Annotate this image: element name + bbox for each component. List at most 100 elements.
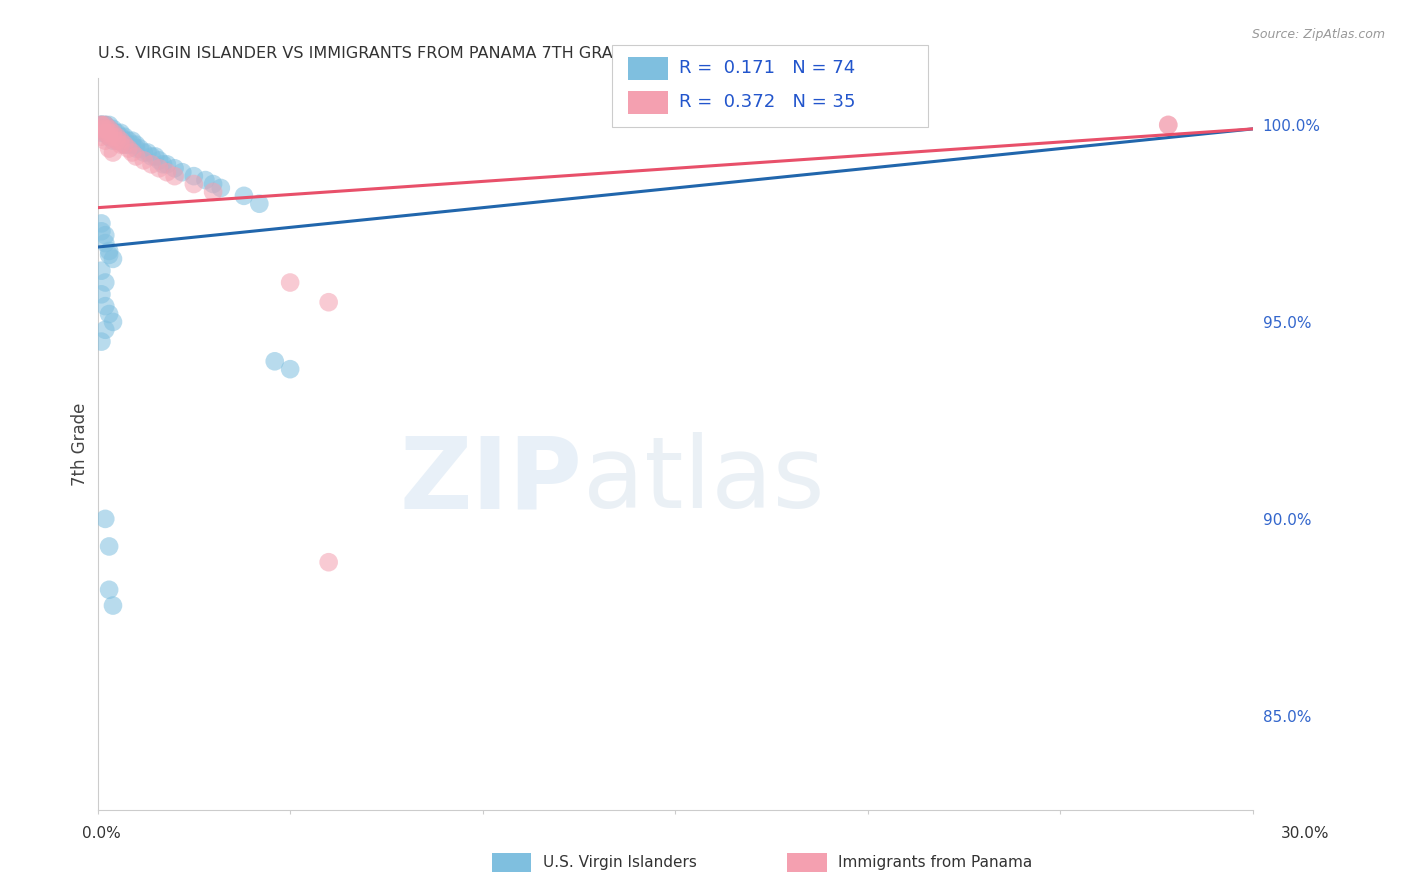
Point (94, 126, 117, 140)
Point (101, 134, 124, 148)
Point (90, 118, 112, 132)
Point (141, 157, 163, 171)
Point (94, 118, 117, 132)
Point (163, 161, 186, 176)
Point (94, 276, 117, 290)
Point (98, 121, 121, 136)
Point (114, 137, 136, 152)
Point (101, 129, 124, 144)
Point (183, 177, 205, 191)
Point (202, 185, 225, 199)
Point (90, 216, 112, 230)
Point (156, 165, 179, 179)
Point (125, 149, 148, 163)
Point (90, 263, 112, 277)
Text: ZIP: ZIP (399, 432, 583, 529)
Point (263, 354, 285, 368)
Point (98, 540, 121, 554)
Text: R =  0.372   N = 35: R = 0.372 N = 35 (679, 93, 856, 111)
Point (90, 126, 112, 140)
Point (94, 134, 117, 148)
Point (90, 224, 112, 238)
Point (101, 145, 124, 160)
Point (98, 121, 121, 136)
Point (125, 142, 148, 156)
Point (110, 129, 132, 144)
Point (90, 129, 112, 144)
Point (101, 129, 124, 144)
Point (172, 165, 194, 179)
Point (110, 137, 132, 152)
Point (1157, 118, 1180, 132)
Point (318, 555, 340, 569)
Point (163, 169, 186, 183)
Point (98, 307, 121, 321)
Point (114, 129, 136, 144)
Text: R =  0.171   N = 74: R = 0.171 N = 74 (679, 59, 855, 77)
Point (98, 129, 121, 144)
Point (1157, 118, 1180, 132)
Point (110, 134, 132, 148)
Point (132, 145, 155, 160)
Point (202, 177, 225, 191)
Text: atlas: atlas (583, 432, 824, 529)
Point (101, 129, 124, 144)
Point (114, 134, 136, 148)
Point (278, 276, 301, 290)
Point (90, 118, 112, 132)
Point (136, 145, 159, 160)
Point (121, 145, 143, 160)
Point (98, 142, 121, 156)
Point (121, 134, 143, 148)
Point (117, 137, 139, 152)
Text: U.S. Virgin Islanders: U.S. Virgin Islanders (543, 855, 696, 870)
Point (117, 142, 139, 156)
Point (94, 126, 117, 140)
Text: 30.0%: 30.0% (1281, 827, 1329, 841)
Point (152, 157, 174, 171)
Point (278, 362, 301, 376)
Point (94, 323, 117, 337)
Text: Immigrants from Panama: Immigrants from Panama (838, 855, 1032, 870)
Point (232, 189, 254, 203)
Point (98, 582, 121, 597)
Point (94, 126, 117, 140)
Text: U.S. VIRGIN ISLANDER VS IMMIGRANTS FROM PANAMA 7TH GRADE CORRELATION CHART: U.S. VIRGIN ISLANDER VS IMMIGRANTS FROM … (97, 46, 814, 62)
Point (110, 126, 132, 140)
Point (209, 181, 232, 195)
Point (101, 126, 124, 140)
Point (94, 512, 117, 526)
Point (105, 126, 128, 140)
Point (98, 126, 121, 140)
Point (90, 334, 112, 349)
Point (110, 134, 132, 148)
Point (183, 169, 205, 183)
Point (94, 236, 117, 251)
Point (94, 121, 117, 136)
Point (143, 149, 166, 163)
Point (194, 173, 217, 187)
Point (94, 118, 117, 132)
Point (90, 287, 112, 301)
Point (105, 129, 128, 144)
Point (129, 142, 152, 156)
Point (90, 118, 112, 132)
Text: 0.0%: 0.0% (82, 827, 121, 841)
Point (98, 129, 121, 144)
Point (114, 137, 136, 152)
Point (98, 121, 121, 136)
Y-axis label: 7th Grade: 7th Grade (72, 402, 89, 486)
Point (90, 118, 112, 132)
Point (94, 121, 117, 136)
Point (247, 196, 270, 211)
Point (98, 129, 121, 144)
Point (125, 137, 148, 152)
Point (117, 134, 139, 148)
Point (132, 153, 155, 168)
Point (94, 121, 117, 136)
Point (121, 137, 143, 152)
Point (148, 153, 170, 168)
Point (98, 118, 121, 132)
Point (98, 126, 121, 140)
Point (90, 118, 112, 132)
